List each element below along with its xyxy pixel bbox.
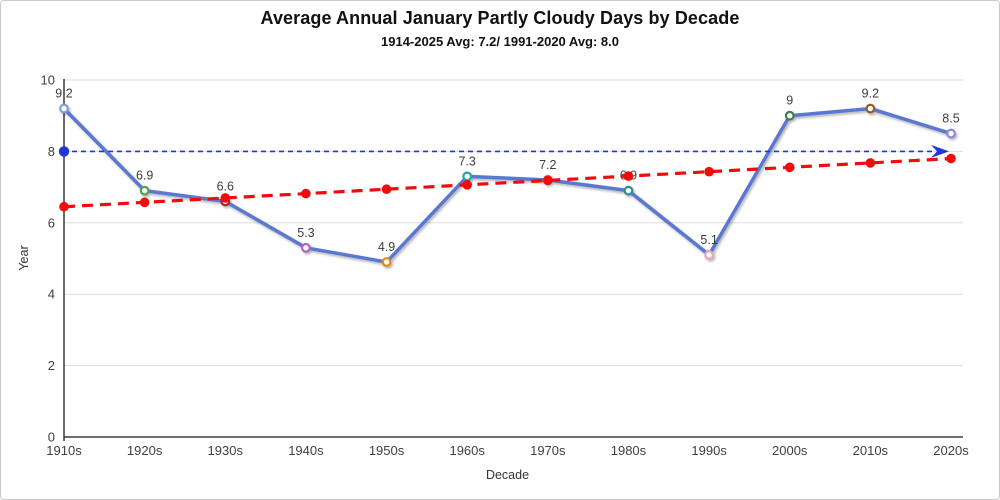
data-label: 6.6 [217,179,234,193]
x-tick-label: 1920s [127,443,163,458]
data-label: 5.1 [700,233,717,247]
data-label: 9.2 [55,87,72,101]
data-point-marker [59,103,69,114]
x-tick-label: 1910s [46,443,82,458]
trendline-marker [220,193,231,203]
trendline-marker [543,175,553,186]
trendline-group [59,153,956,212]
main-series-group [59,103,956,267]
x-axis-title: Decade [486,468,529,482]
x-tick-label: 1990s [691,443,727,458]
data-point-marker [946,128,956,139]
chart-subtitle: 1914-2025 Avg: 7.2/ 1991-2020 Avg: 8.0 [381,34,619,49]
data-label: 8.5 [942,112,959,126]
y-tick-label: 4 [48,287,55,302]
data-point-marker [381,257,392,267]
trendline-marker [704,166,714,177]
y-tick-label: 8 [48,144,55,159]
data-label: 7.2 [539,158,556,172]
data-label: 5.3 [297,226,314,240]
data-label: 7.3 [458,154,475,168]
x-tick-label: 2010s [853,443,889,458]
trendline-marker [865,158,876,168]
y-tick-label: 6 [48,215,55,230]
trendline-marker [59,201,69,212]
reference-line-arrow-head [931,144,949,158]
data-label: 4.9 [378,240,395,254]
y-tick-label: 0 [48,430,55,445]
series-line [62,106,953,264]
data-point-marker [623,185,634,196]
trendline [63,156,952,209]
x-tick-label: 1960s [449,443,485,458]
x-tick-label: 1940s [288,443,324,458]
data-point-marker [865,103,876,114]
y-axis-title: Year [17,245,31,270]
trendline-marker [784,162,795,173]
data-label: 9.2 [862,87,879,101]
data-label: 6.9 [136,169,153,183]
x-tick-label: 2000s [772,443,808,458]
x-tick-label: 1980s [611,443,647,458]
data-point-marker [784,110,795,121]
data-point-marker [704,250,714,260]
trendline-marker [946,153,956,164]
reference-line-start-dot [58,146,70,157]
trendline-marker [381,184,392,195]
data-point-marker [139,185,150,196]
x-tick-label: 1970s [530,443,566,458]
x-tick-label: 1930s [208,443,244,458]
x-tick-label: 2020s [933,443,969,458]
data-point-marker [462,171,473,182]
x-tick-label: 1950s [369,443,405,458]
data-label: 9 [786,94,793,108]
chart-title: Average Annual January Partly Cloudy Day… [260,8,740,28]
y-tick-label: 2 [48,358,55,373]
reference-line-group [58,144,949,158]
trendline-marker [301,188,311,199]
trendline-marker [139,197,150,208]
trendline-marker [462,180,472,190]
y-tick-label: 10 [41,73,55,88]
trendline-marker [623,171,634,181]
data-point-marker [301,242,311,253]
